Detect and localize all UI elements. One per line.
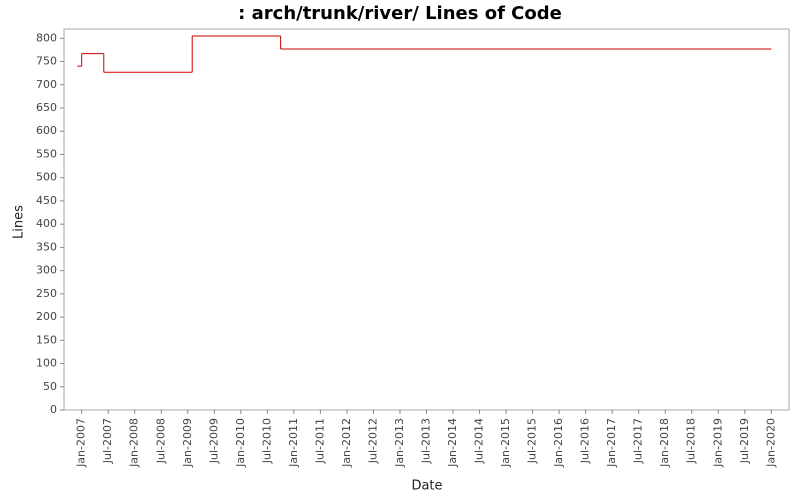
y-tick-label: 600: [36, 124, 57, 137]
x-tick-label: Jan-2012: [340, 418, 353, 468]
y-tick-label: 50: [43, 380, 57, 393]
x-tick-label: Jan-2013: [393, 418, 406, 468]
x-tick-label: Jan-2015: [499, 418, 512, 468]
y-axis-title: Lines: [12, 205, 27, 239]
plot-area: [63, 28, 790, 411]
x-tick-label: Jan-2016: [552, 418, 565, 468]
x-tick-label: Jul-2019: [738, 418, 751, 464]
y-tick-label: 800: [36, 31, 57, 44]
x-tick-label: Jan-2019: [711, 418, 724, 468]
y-tick-label: 650: [36, 101, 57, 114]
y-tick-label: 500: [36, 171, 57, 184]
y-tick-label: 300: [36, 264, 57, 277]
y-tick-label: 200: [36, 310, 57, 323]
y-tick-label: 150: [36, 333, 57, 346]
x-tick-label: Jan-2017: [605, 418, 618, 468]
x-tick-label: Jan-2014: [446, 418, 459, 468]
y-tick-label: 550: [36, 147, 57, 160]
x-tick-label: Jul-2014: [473, 418, 486, 464]
x-tick-label: Jan-2011: [287, 418, 300, 468]
x-tick-label: Jan-2010: [234, 418, 247, 468]
x-tick-label: Jan-2008: [128, 418, 141, 468]
x-tick-label: Jul-2015: [526, 418, 539, 464]
chart-title: : arch/trunk/river/ Lines of Code: [238, 3, 562, 24]
x-tick-label: Jul-2012: [366, 418, 379, 464]
y-tick-label: 100: [36, 357, 57, 370]
x-tick-label: Jul-2007: [101, 418, 114, 464]
x-tick-label: Jul-2018: [685, 418, 698, 464]
x-tick-label: Jul-2011: [313, 418, 326, 464]
x-tick-label: Jul-2013: [420, 418, 433, 464]
x-tick-label: Jan-2020: [764, 418, 777, 468]
x-tick-label: Jan-2018: [658, 418, 671, 468]
x-tick-label: Jan-2007: [75, 418, 88, 468]
x-tick-label: Jul-2008: [154, 418, 167, 464]
x-tick-label: Jan-2009: [181, 418, 194, 468]
y-tick-label: 250: [36, 287, 57, 300]
y-tick-label: 750: [36, 55, 57, 68]
y-tick-label: 700: [36, 78, 57, 91]
y-tick-label: 400: [36, 217, 57, 230]
x-axis-title: Date: [411, 479, 442, 494]
x-tick-label: Jul-2017: [632, 418, 645, 464]
y-tick-label: 350: [36, 240, 57, 253]
x-tick-label: Jul-2016: [579, 418, 592, 464]
x-tick-label: Jul-2010: [260, 418, 273, 464]
y-tick-label: 0: [50, 403, 57, 416]
x-tick-label: Jul-2009: [207, 418, 220, 464]
y-tick-label: 450: [36, 194, 57, 207]
